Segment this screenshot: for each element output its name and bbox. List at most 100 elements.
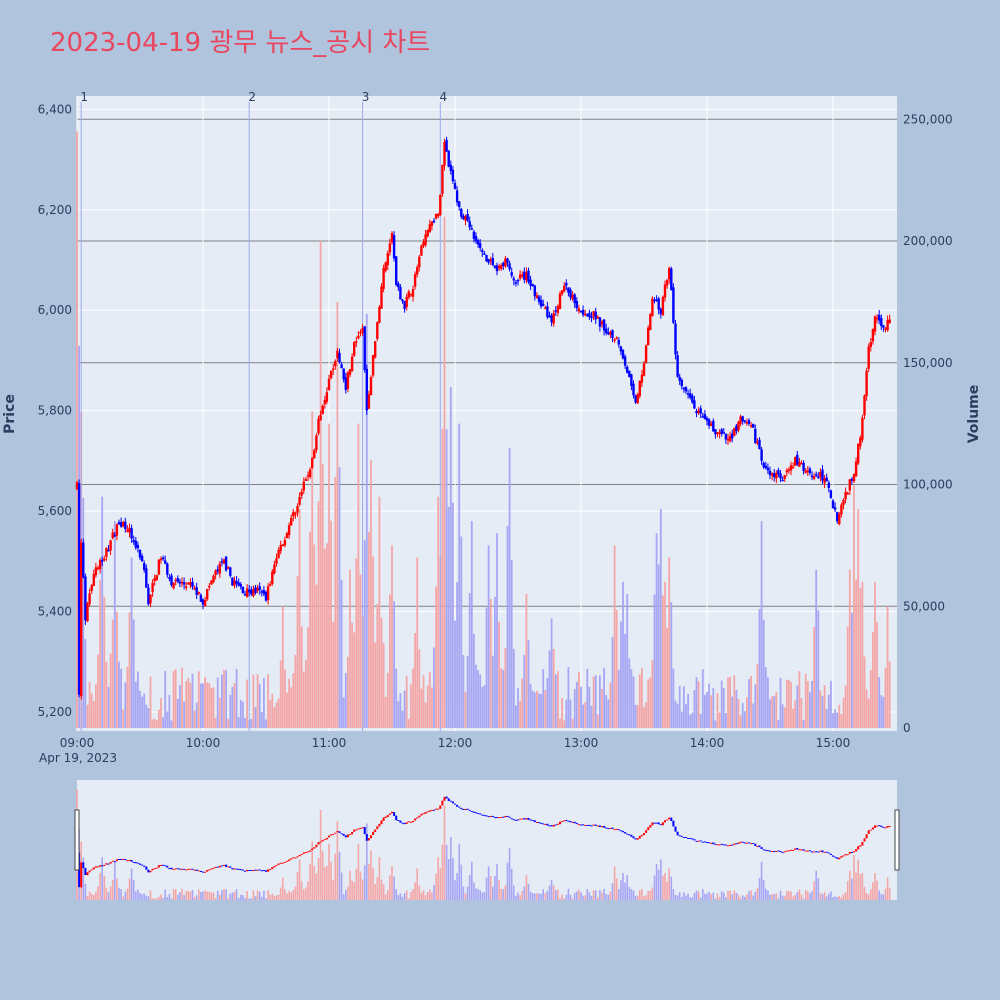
time-tick-label: 15:00 <box>816 736 851 750</box>
mini-candle <box>582 824 585 826</box>
mini-volume-bar <box>445 844 448 900</box>
volume-bar <box>552 649 555 728</box>
mini-candle <box>445 796 448 799</box>
mini-volume-bar <box>441 844 444 900</box>
mini-volume-bar <box>731 894 733 900</box>
mini-volume-bar <box>615 878 618 900</box>
volume-bar <box>395 668 398 728</box>
mini-candle <box>853 851 855 853</box>
mini-volume-bar <box>324 866 326 900</box>
mini-volume-bar <box>437 857 439 900</box>
mini-candle <box>97 866 99 868</box>
mini-candle <box>214 866 217 868</box>
volume-bar <box>737 699 740 728</box>
volume-bar <box>746 697 748 728</box>
volume-bar <box>565 699 568 728</box>
time-tick-label: 09:00 <box>60 736 95 750</box>
candle-body <box>245 588 249 598</box>
mini-volume-bar <box>807 891 809 900</box>
volume-bar <box>659 508 662 728</box>
candle-body <box>321 405 324 414</box>
mini-candle <box>458 806 461 808</box>
mini-volume-bar <box>126 888 129 900</box>
mini-volume-bar <box>223 889 225 900</box>
volume-bar <box>853 484 855 728</box>
volume-bar <box>242 701 244 728</box>
candle-body <box>105 547 108 557</box>
volume-bar <box>708 683 710 728</box>
mini-candle <box>481 814 484 816</box>
mini-candle <box>372 831 375 836</box>
volume-bar <box>573 689 576 728</box>
candle-body <box>231 577 234 586</box>
candle-body <box>346 372 350 389</box>
volume-bar <box>538 693 540 728</box>
mini-candle <box>787 850 790 852</box>
candle-body <box>365 368 368 411</box>
time-tick-label: 11:00 <box>312 736 347 750</box>
volume-bar <box>353 632 356 728</box>
mini-candle <box>370 835 372 839</box>
mini-candle <box>525 818 528 820</box>
volume-bar <box>664 581 666 728</box>
candle-body <box>172 582 175 589</box>
mini-volume-bar <box>882 894 885 900</box>
mini-candle <box>527 817 530 820</box>
candle-body <box>201 599 205 605</box>
candle-body <box>857 443 860 464</box>
mini-volume-bar <box>277 894 280 900</box>
mini-candle <box>107 863 110 865</box>
candle-body <box>350 356 354 371</box>
candle-body <box>130 528 133 539</box>
candle-body <box>174 580 177 582</box>
mini-volume-bar <box>460 864 463 900</box>
candle-body <box>514 282 518 284</box>
mini-volume-bar <box>746 894 748 900</box>
volume-bar <box>305 659 307 728</box>
mini-volume-bar <box>162 898 164 900</box>
candle-body <box>500 265 503 269</box>
mini-candle <box>80 862 83 888</box>
mini-volume-bar <box>525 875 528 900</box>
mini-candle <box>628 834 631 836</box>
range-slider-right-handle[interactable] <box>894 809 900 871</box>
mini-volume-bar <box>527 883 530 900</box>
volume-bar <box>559 718 561 728</box>
mini-candle <box>598 825 601 828</box>
candle-body <box>699 408 702 414</box>
volume-bar <box>603 668 605 728</box>
mini-candle <box>315 844 318 848</box>
candle-body <box>388 243 392 253</box>
mini-candle <box>313 847 316 849</box>
mini-candle <box>407 821 410 823</box>
volume-bar <box>584 702 587 728</box>
mini-volume-bar <box>147 896 150 900</box>
candle-body <box>676 355 679 377</box>
mini-volume-bar <box>748 890 750 900</box>
volume-bar <box>290 687 293 728</box>
mini-candle <box>611 827 614 829</box>
candle-body <box>474 236 478 242</box>
mini-volume-bar <box>435 873 437 900</box>
mini-volume-bar <box>82 857 85 900</box>
volume-bar <box>158 709 160 728</box>
range-slider-left-handle[interactable] <box>74 809 80 871</box>
volume-bar <box>859 588 862 728</box>
mini-candle <box>548 825 551 827</box>
mini-candle <box>351 831 354 835</box>
mini-candle <box>90 869 93 871</box>
candle-body <box>134 540 137 548</box>
mini-volume-bar <box>212 892 215 900</box>
volume-bar <box>139 690 141 728</box>
mini-volume-bar <box>286 893 288 900</box>
candle-body <box>306 475 310 477</box>
mini-volume-bar <box>181 888 183 900</box>
volume-bar <box>676 703 679 728</box>
volume-bar <box>775 691 778 728</box>
volume-bar <box>533 692 536 728</box>
candle-body <box>487 259 490 263</box>
mini-volume-bar <box>542 889 544 900</box>
mini-candle <box>542 823 545 825</box>
candle-body <box>651 298 654 316</box>
candle-body <box>655 299 658 301</box>
